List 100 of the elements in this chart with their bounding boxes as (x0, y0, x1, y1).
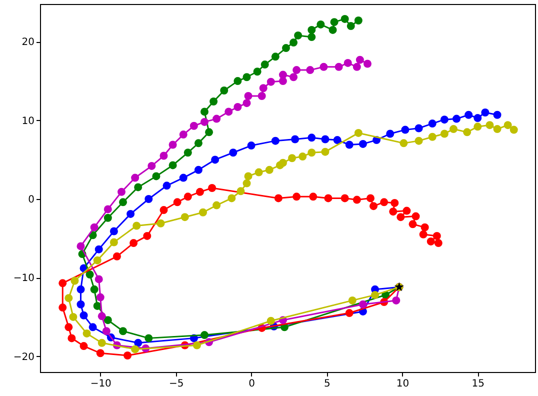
point (402, 206, 411, 215)
point (390, 198, 399, 207)
point (179, 130, 188, 139)
point (192, 341, 201, 350)
point (212, 114, 221, 123)
point (290, 73, 298, 82)
point (98, 312, 106, 320)
point (450, 125, 458, 134)
point (474, 122, 482, 131)
point (180, 213, 189, 222)
point (110, 238, 118, 246)
point (356, 56, 364, 64)
point (358, 140, 367, 148)
point (247, 142, 256, 150)
point (131, 174, 140, 182)
point (69, 312, 78, 321)
point (64, 294, 73, 302)
point (334, 62, 343, 71)
point (308, 148, 316, 157)
point (291, 135, 300, 144)
point (464, 110, 473, 119)
point (352, 62, 361, 71)
point (371, 290, 380, 299)
point (474, 114, 482, 122)
point (463, 128, 472, 136)
point (298, 152, 307, 161)
point (408, 220, 417, 228)
point (271, 136, 280, 145)
point (119, 198, 128, 206)
point (486, 121, 494, 130)
point (392, 296, 400, 304)
y-tick-label: −20 (13, 352, 34, 363)
point (96, 349, 104, 358)
point (352, 196, 361, 204)
point (321, 135, 330, 144)
point (414, 136, 423, 145)
point (333, 136, 342, 144)
point (278, 158, 287, 167)
point (386, 130, 394, 138)
point (320, 62, 328, 71)
point (126, 210, 135, 218)
point (510, 126, 518, 134)
point (426, 237, 435, 246)
point (292, 192, 301, 201)
point (428, 132, 436, 141)
point (396, 213, 405, 222)
point (130, 239, 138, 248)
point (308, 134, 316, 142)
point (131, 345, 140, 354)
point (452, 114, 461, 123)
point (324, 194, 332, 202)
point (294, 31, 302, 40)
point (363, 60, 372, 68)
point (168, 140, 177, 149)
point (143, 232, 152, 240)
point (345, 309, 354, 318)
point (156, 219, 165, 228)
point (419, 230, 428, 238)
point (152, 172, 160, 180)
point (93, 256, 102, 264)
point (440, 116, 448, 124)
point (244, 172, 252, 180)
point (194, 139, 202, 148)
point (102, 327, 110, 336)
point (366, 194, 375, 202)
point (58, 304, 67, 312)
point (117, 188, 126, 196)
point (380, 198, 388, 206)
point (306, 66, 314, 74)
point (211, 156, 220, 164)
point (340, 14, 349, 23)
x-tick-label: 10 (396, 378, 410, 390)
point (162, 182, 171, 190)
point (93, 302, 102, 310)
point (346, 22, 355, 30)
point (228, 194, 236, 202)
point (184, 148, 192, 157)
point (132, 222, 141, 230)
y-tick-label: −10 (13, 273, 34, 284)
point (278, 70, 287, 79)
point (401, 126, 410, 134)
x-tick-label: 5 (324, 378, 330, 390)
point (144, 334, 153, 342)
point (210, 98, 218, 106)
point (134, 338, 142, 347)
point (179, 174, 188, 182)
point (112, 252, 121, 260)
point (160, 152, 168, 160)
point (94, 245, 103, 254)
point (316, 20, 325, 28)
point (200, 118, 208, 126)
x-tick-label: −5 (168, 378, 184, 390)
point (212, 201, 221, 210)
point (80, 342, 88, 350)
point (348, 296, 356, 304)
x-tick-label: 0 (248, 378, 255, 390)
point (290, 38, 298, 47)
point (94, 275, 103, 284)
point (104, 205, 112, 214)
point (414, 124, 423, 132)
